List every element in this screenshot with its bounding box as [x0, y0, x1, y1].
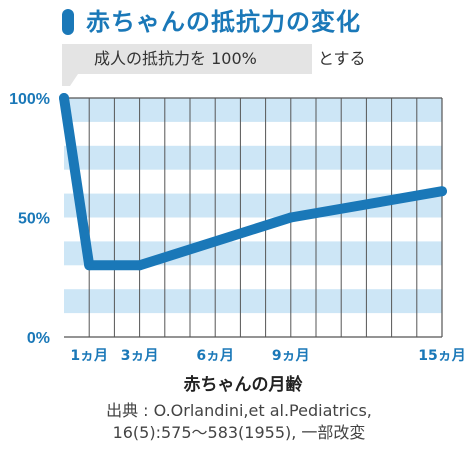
data-point	[285, 212, 296, 223]
subtitle-callout-pointer	[62, 74, 78, 86]
data-point	[134, 260, 145, 271]
title-accent-bar	[62, 9, 74, 35]
background-band	[64, 145, 442, 170]
chart-title: 赤ちゃんの抵抗力の変化	[86, 8, 361, 36]
y-tick-label: 100%	[9, 91, 50, 108]
x-tick-label: 9ヵ月	[272, 348, 310, 364]
subtitle-callout	[62, 44, 312, 74]
x-tick-label: 1ヵ月	[70, 348, 108, 364]
background-band	[64, 98, 442, 122]
series-line	[59, 93, 447, 271]
x-tick-label: 6ヵ月	[196, 348, 234, 364]
x-axis-title: 赤ちゃんの月齢	[183, 375, 303, 395]
subtitle-suffix: とする	[318, 49, 366, 68]
background-band	[64, 289, 442, 314]
y-tick-label: 50%	[18, 211, 50, 228]
data-point	[84, 260, 95, 271]
data-point	[437, 186, 447, 197]
source-line-1: 出典 : O.Orlandini,et al.Pediatrics,	[106, 401, 372, 420]
x-tick-label: 3ヵ月	[121, 348, 159, 364]
source-citation: 出典 : O.Orlandini,et al.Pediatrics, 16(5)…	[0, 400, 468, 444]
data-point	[59, 93, 69, 103]
x-tick-label: 15ヵ月	[418, 348, 465, 364]
subtitle-text: 成人の抵抗力を 100%	[94, 49, 257, 68]
source-line-2: 16(5):575〜583(1955), 一部改変	[112, 423, 366, 442]
y-tick-label: 0%	[27, 330, 50, 347]
